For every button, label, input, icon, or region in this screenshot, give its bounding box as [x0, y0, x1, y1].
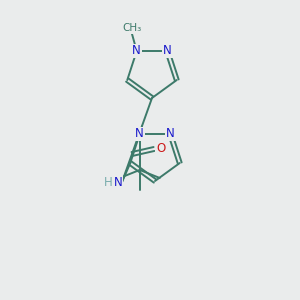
Text: H: H: [103, 176, 112, 188]
Text: O: O: [156, 142, 166, 155]
Text: N: N: [114, 176, 122, 188]
Text: N: N: [163, 44, 172, 58]
Text: N: N: [135, 128, 144, 140]
Text: N: N: [166, 128, 175, 140]
Text: N: N: [132, 44, 141, 58]
Text: CH₃: CH₃: [122, 23, 141, 33]
